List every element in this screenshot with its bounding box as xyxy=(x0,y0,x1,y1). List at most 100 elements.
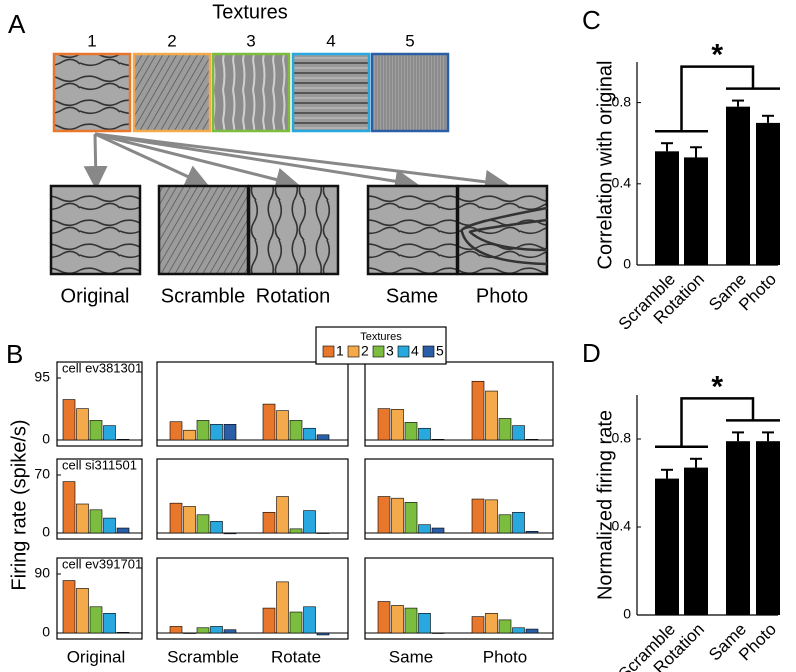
y-tick-label: 0 xyxy=(623,606,631,622)
bar xyxy=(262,511,276,534)
legend-label: 1 xyxy=(336,343,344,359)
significance-line xyxy=(680,397,755,447)
bar xyxy=(289,528,303,534)
legend-swatch xyxy=(347,345,360,358)
y-axis-label: Firing rate (spike/s) xyxy=(8,419,30,590)
example-label: Original xyxy=(61,285,130,307)
arrow xyxy=(83,133,108,190)
y-axis-label: Normalized firing rate xyxy=(594,410,616,600)
bar xyxy=(196,514,210,534)
bar xyxy=(684,157,708,265)
bar xyxy=(756,441,780,615)
bar xyxy=(289,611,303,634)
bar xyxy=(391,497,404,534)
bar xyxy=(89,509,103,534)
bar xyxy=(431,632,445,634)
y-tick-label: 0.4 xyxy=(612,518,632,534)
texture-number: 3 xyxy=(246,31,255,50)
y-tick-label: 70 xyxy=(34,466,50,482)
significance-star: * xyxy=(711,38,723,71)
example-label: Rotation xyxy=(256,285,331,307)
example-image xyxy=(247,184,340,276)
bar xyxy=(471,498,485,534)
significance-line xyxy=(680,65,755,132)
bar xyxy=(89,606,103,634)
bar xyxy=(316,632,330,636)
cell-box xyxy=(364,557,554,640)
bar xyxy=(418,613,431,634)
bar xyxy=(498,514,512,534)
y-tick-label: 95 xyxy=(34,369,50,385)
bar xyxy=(262,607,276,634)
bar xyxy=(276,496,289,534)
arrow xyxy=(94,132,419,194)
bar xyxy=(276,581,289,634)
legend-label: 4 xyxy=(411,343,419,359)
example-image xyxy=(157,184,250,276)
bar xyxy=(684,467,708,615)
bar xyxy=(223,532,237,535)
bar xyxy=(512,425,525,441)
bar xyxy=(655,478,679,615)
bar xyxy=(726,106,750,265)
cell-box xyxy=(56,557,143,640)
bar xyxy=(116,632,130,634)
bar xyxy=(89,420,103,441)
bar xyxy=(262,403,276,441)
x-tick-label: Rotate xyxy=(271,647,321,666)
example-label: Scramble xyxy=(161,285,245,307)
y-tick-label: 0.8 xyxy=(612,430,632,446)
panel-label: D xyxy=(582,338,601,368)
y-tick-label: 0.4 xyxy=(612,175,632,191)
bar xyxy=(169,502,183,534)
x-tick-label: Scramble xyxy=(167,647,239,666)
bar xyxy=(655,151,679,265)
textures-title: Textures xyxy=(212,1,288,23)
x-tick-label: Photo xyxy=(483,647,527,666)
bar xyxy=(103,425,116,441)
example-label: Same xyxy=(386,285,438,307)
bar xyxy=(512,511,525,534)
panel-label: A xyxy=(8,9,26,39)
bar xyxy=(525,628,539,634)
bar xyxy=(62,481,76,534)
bar xyxy=(418,427,431,441)
texture-image xyxy=(211,52,291,133)
example-image xyxy=(49,184,142,276)
example-image xyxy=(456,184,549,276)
bar xyxy=(196,627,210,634)
example-image xyxy=(366,184,459,276)
texture-image xyxy=(132,52,212,133)
bar xyxy=(404,422,418,441)
y-tick-label: 0 xyxy=(42,431,50,447)
texture-image xyxy=(370,52,450,133)
bar xyxy=(196,420,210,441)
bar xyxy=(183,632,196,634)
y-tick-label: 0.8 xyxy=(612,93,632,109)
legend-swatch xyxy=(422,345,435,358)
bar xyxy=(471,380,485,441)
bar xyxy=(404,607,418,634)
bar xyxy=(391,409,404,441)
bar xyxy=(726,441,750,615)
arrow xyxy=(94,132,509,194)
x-tick-label: Same xyxy=(389,647,433,666)
bar xyxy=(210,521,223,534)
significance-star: * xyxy=(711,370,723,403)
bar xyxy=(525,439,539,441)
y-tick-label: 0 xyxy=(42,524,50,540)
bar xyxy=(485,390,498,441)
bar xyxy=(116,439,130,441)
bar xyxy=(316,434,330,441)
bar xyxy=(377,496,391,534)
legend-title: Textures xyxy=(360,331,402,343)
legend-label: 5 xyxy=(436,343,444,359)
cell-box xyxy=(56,361,143,447)
bar xyxy=(471,616,485,634)
y-tick-label: 90 xyxy=(34,565,50,581)
bar xyxy=(289,420,303,441)
legend-swatch xyxy=(372,345,385,358)
texture-number: 1 xyxy=(87,31,96,50)
bar xyxy=(183,429,196,441)
